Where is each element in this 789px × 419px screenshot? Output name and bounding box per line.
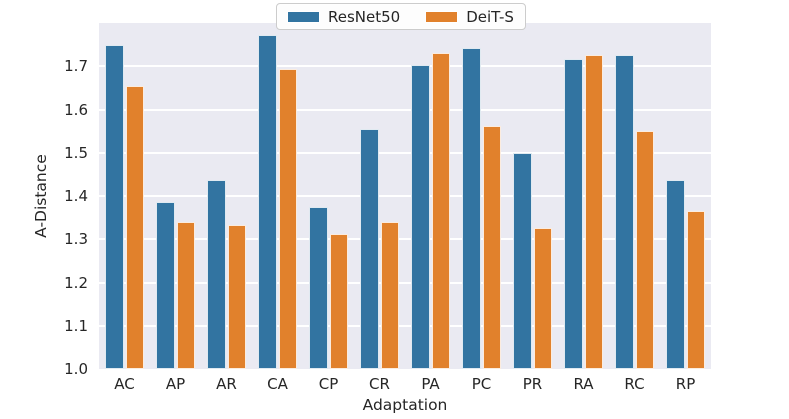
x-tick-label-rc: RC: [624, 375, 645, 393]
x-axis-label: Adaptation: [362, 396, 448, 414]
legend: ResNet50 DeiT-S: [276, 3, 526, 30]
legend-item-resnet50: ResNet50: [288, 8, 400, 26]
bar-resnet50-rc: [615, 55, 634, 369]
bar-deit-s-cr: [380, 221, 399, 369]
legend-label-deit-s: DeiT-S: [466, 7, 514, 26]
bar-resnet50-ap: [156, 202, 175, 369]
bar-resnet50-pa: [411, 65, 430, 369]
gridline-y-1.2: [99, 281, 711, 284]
bar-deit-s-pr: [533, 228, 552, 369]
bar-resnet50-ca: [258, 35, 277, 369]
y-tick-label-1.5: 1.5: [64, 143, 88, 162]
bar-deit-s-ap: [176, 221, 195, 369]
bar-deit-s-pc: [482, 126, 501, 369]
legend-swatch-deit-s: [426, 11, 458, 22]
y-tick-label-1.6: 1.6: [64, 100, 88, 119]
bar-resnet50-cr: [360, 128, 379, 369]
x-tick-label-pa: PA: [421, 375, 440, 393]
bar-resnet50-cp: [309, 206, 328, 369]
y-tick-label-1.7: 1.7: [64, 57, 88, 76]
bar-resnet50-rp: [666, 179, 685, 369]
x-tick-label-pr: PR: [522, 375, 543, 393]
x-tick-label-ac: AC: [114, 375, 135, 393]
x-tick-label-cr: CR: [369, 375, 390, 393]
legend-swatch-resnet50: [288, 11, 319, 22]
legend-item-deit-s: DeiT-S: [426, 8, 514, 26]
bar-resnet50-ra: [564, 58, 583, 369]
legend-label-resnet50: ResNet50: [328, 7, 401, 26]
gridline-y-1.6: [99, 108, 711, 111]
gridline-y-1.5: [99, 151, 711, 154]
bar-resnet50-ac: [105, 44, 124, 369]
x-tick-label-rp: RP: [675, 375, 696, 393]
x-tick-label-ra: RA: [573, 375, 594, 393]
bar-deit-s-cp: [329, 234, 348, 369]
x-tick-label-pc: PC: [471, 375, 492, 393]
gridline-y-1.4: [99, 195, 711, 197]
gridline-y-1.1: [99, 324, 711, 327]
y-tick-label-1.2: 1.2: [64, 273, 88, 292]
y-tick-label-1.3: 1.3: [64, 230, 88, 249]
bar-deit-s-ar: [227, 225, 246, 369]
bar-resnet50-pr: [513, 152, 532, 369]
bar-deit-s-ca: [278, 68, 297, 369]
bar-deit-s-pa: [431, 53, 450, 369]
bar-resnet50-pc: [462, 47, 481, 369]
bar-deit-s-ra: [584, 54, 603, 369]
gridline-y-1.7: [99, 65, 711, 68]
bar-deit-s-rc: [635, 131, 654, 369]
bar-deit-s-rp: [686, 211, 705, 369]
bar-resnet50-ar: [207, 179, 226, 369]
x-tick-label-ca: CA: [267, 375, 288, 393]
x-tick-label-ar: AR: [216, 375, 237, 393]
gridline-y-1.3: [99, 238, 711, 241]
x-tick-label-ap: AP: [165, 375, 186, 393]
x-tick-label-cp: CP: [318, 375, 339, 393]
y-tick-label-1.4: 1.4: [64, 187, 88, 205]
bar-deit-s-ac: [125, 85, 144, 369]
y-tick-label-1.0: 1.0: [64, 360, 88, 378]
plot-area: [99, 23, 711, 369]
y-tick-label-1.1: 1.1: [64, 316, 88, 335]
